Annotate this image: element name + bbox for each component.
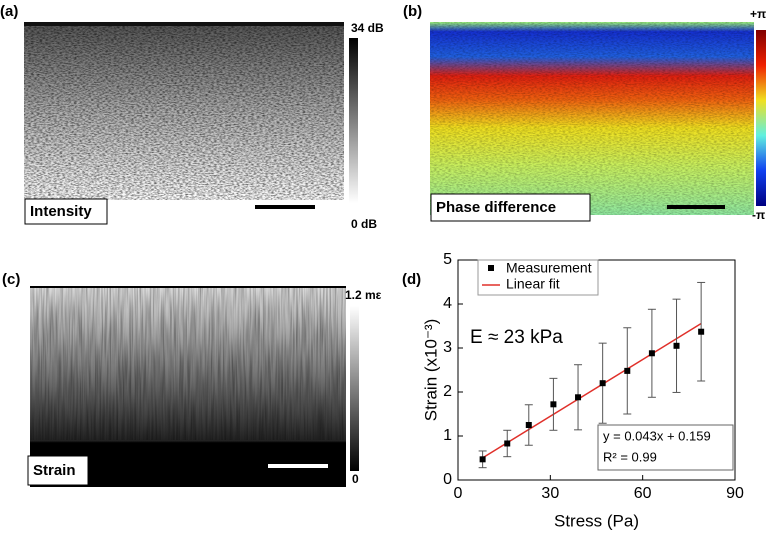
- x-axis-label: Stress (Pa): [554, 511, 639, 530]
- annotation: R² = 0.99: [603, 449, 657, 464]
- y-tick-label: 3: [443, 339, 452, 356]
- caption: Intensity: [30, 203, 92, 220]
- panel-label: (b): [403, 3, 422, 20]
- colorbar: [756, 30, 766, 206]
- y-axis-label: Strain (x10⁻³): [421, 319, 440, 422]
- annotation: E ≈ 23 kPa: [470, 327, 563, 348]
- scale-bar: [667, 205, 725, 209]
- y-tick-label: 5: [443, 251, 452, 268]
- colorbar-label: 34 dB: [351, 21, 384, 35]
- y-tick-label: 0: [443, 471, 452, 488]
- point: [698, 328, 705, 335]
- point: [575, 394, 582, 401]
- streaks: [30, 288, 346, 440]
- surface: [24, 22, 344, 26]
- speckle: [24, 22, 344, 200]
- point: [525, 422, 532, 428]
- legend-marker: [488, 265, 494, 271]
- caption: Strain: [33, 462, 76, 479]
- legend-box: [477, 259, 599, 296]
- scale-bar: [268, 464, 328, 468]
- colorbar-label: 0 dB: [351, 217, 377, 231]
- y-tick-label: 1: [443, 427, 452, 444]
- point: [479, 456, 486, 463]
- colorbar-label: +π: [750, 7, 766, 21]
- colorbar-label: -π: [752, 208, 765, 222]
- x-tick-label: 30: [541, 485, 559, 502]
- panel-label: (c): [2, 271, 20, 288]
- y-tick-label: 4: [443, 295, 452, 312]
- fit-box: [597, 424, 734, 471]
- panel-label: (a): [0, 3, 18, 20]
- point: [599, 380, 606, 387]
- x-tick-label: 0: [454, 485, 463, 502]
- x-tick-label: 60: [634, 485, 652, 502]
- annotation: y = 0.043x + 0.159: [603, 428, 711, 443]
- legend-label: Measurement: [506, 260, 592, 276]
- colorbar-label: 0: [352, 472, 359, 486]
- point: [624, 367, 631, 374]
- colorbar-label: 1.2 mε: [345, 288, 382, 302]
- point: [673, 342, 680, 349]
- caption-box: [24, 198, 108, 225]
- speckle: [430, 22, 754, 215]
- surface: [30, 286, 346, 288]
- point: [648, 350, 655, 357]
- colorbar: [350, 306, 359, 471]
- caption-box: [430, 193, 591, 222]
- caption-box: [27, 455, 89, 486]
- x-tick-label: 90: [726, 485, 744, 502]
- colorbar: [349, 38, 358, 203]
- scale-bar: [255, 205, 315, 209]
- caption: Phase difference: [436, 199, 556, 216]
- panel-label: (d): [402, 271, 421, 288]
- fit-line: [482, 322, 702, 459]
- point: [504, 440, 511, 447]
- legend-label: Linear fit: [506, 276, 560, 292]
- point: [550, 401, 557, 408]
- y-tick-label: 2: [443, 383, 452, 400]
